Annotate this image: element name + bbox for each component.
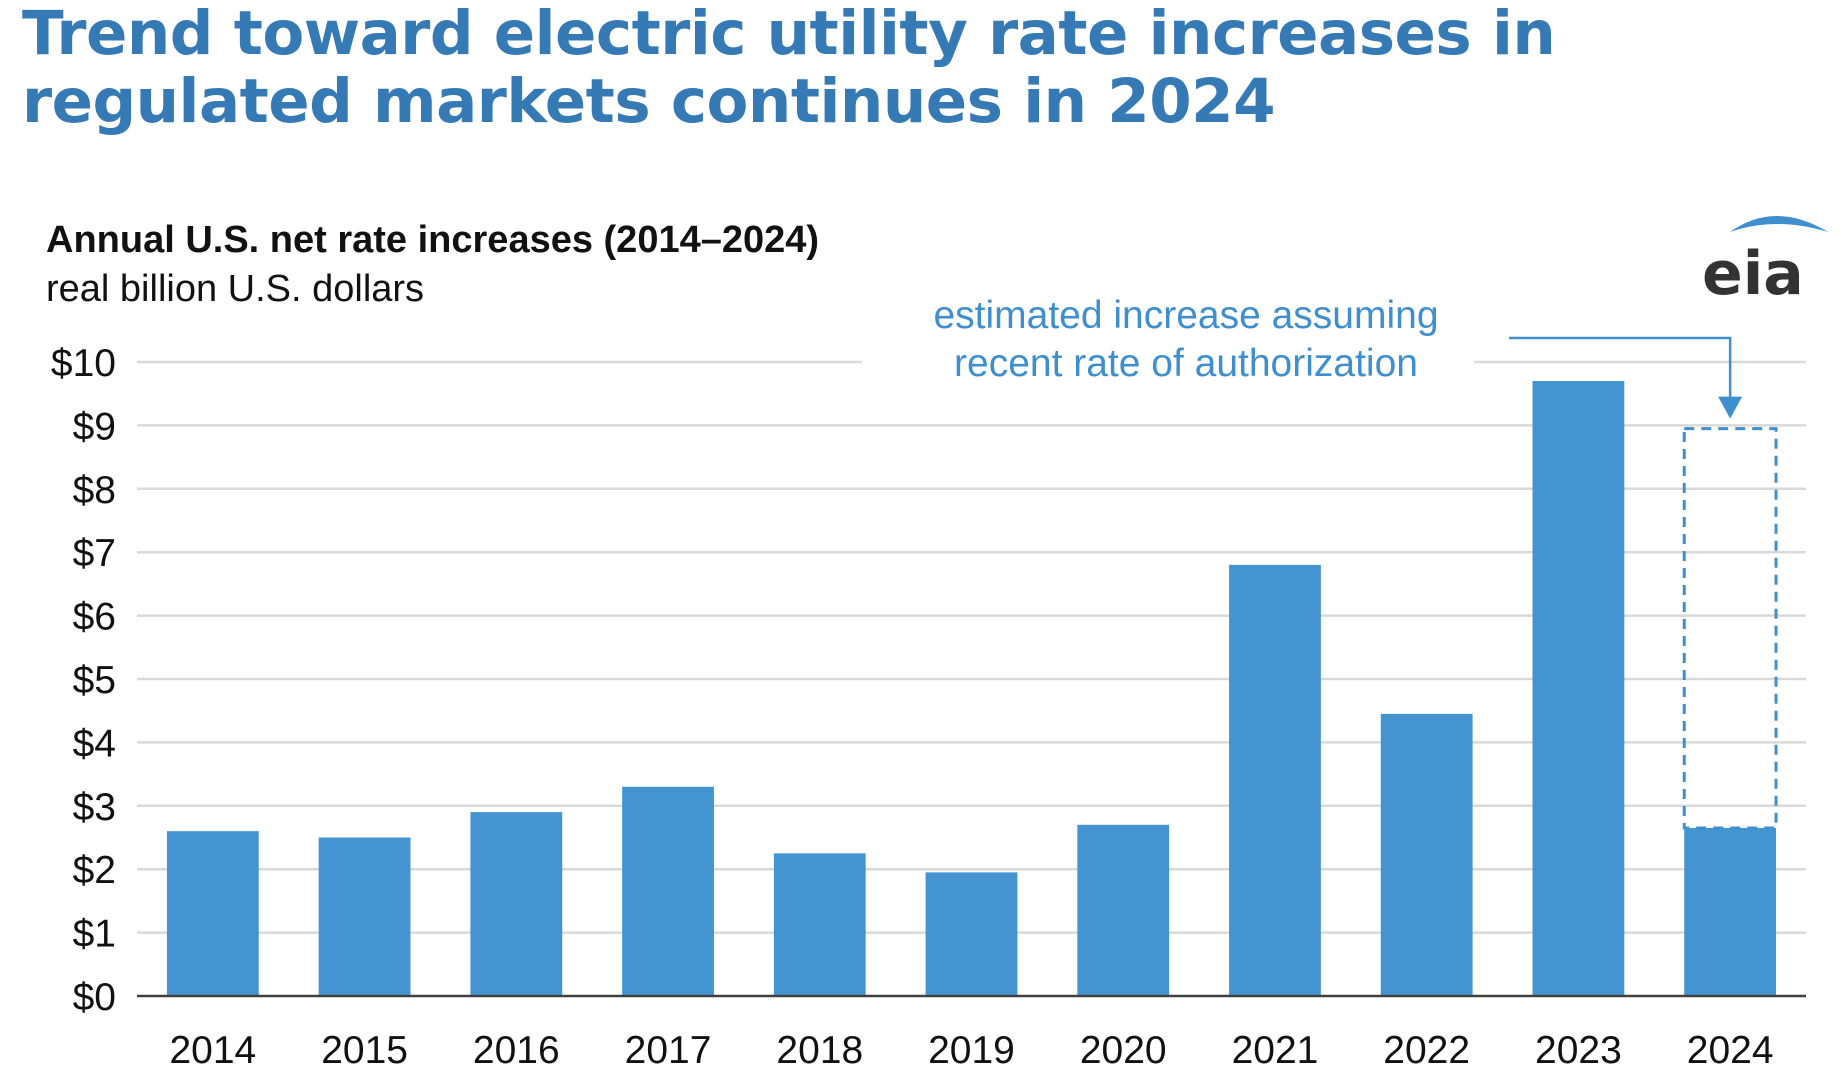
bar [318, 837, 411, 996]
logo-wordmark: eia [1702, 239, 1804, 304]
bar [925, 872, 1018, 996]
y-tick-label: $9 [73, 405, 116, 448]
bar [470, 812, 563, 996]
x-tick-label: 2023 [1535, 1029, 1622, 1072]
y-tick-label: $4 [73, 722, 116, 765]
chart-units: real billion U.S. dollars [46, 268, 425, 310]
gridlines [137, 360, 1806, 934]
x-tick-label: 2019 [928, 1029, 1015, 1072]
x-tick-label: 2022 [1383, 1029, 1470, 1072]
eia-logo-icon: eia [1702, 216, 1828, 304]
x-tick-label: 2018 [776, 1029, 863, 1072]
logo-swoosh [1730, 216, 1828, 232]
x-axis-ticks: 2014 2015 2016 2017 2018 2019 2020 2021 2022 2023… [169, 1029, 1773, 1072]
y-tick-label: $3 [73, 786, 116, 829]
x-tick-label: 2020 [1080, 1029, 1167, 1072]
y-tick-label: $10 [51, 342, 116, 385]
annotation-text-line: recent rate of authorization [954, 342, 1418, 385]
x-tick-label: 2017 [625, 1029, 712, 1072]
x-tick-label: 2021 [1232, 1029, 1319, 1072]
annotation-leader-line [1509, 336, 1732, 399]
bar [622, 786, 714, 996]
bar [1532, 381, 1625, 996]
bar [166, 831, 259, 996]
y-tick-label: $6 [73, 596, 116, 639]
y-tick-label: $1 [73, 913, 116, 956]
y-axis-ticks: $0 $1 $2 $3 $4 $5 $6 $7 $8 $9 $10 [51, 342, 116, 1019]
bar [1229, 564, 1321, 996]
annotation-background [862, 290, 1474, 390]
annotation-text-line: estimated increase assuming [933, 294, 1438, 337]
y-tick-label: $2 [73, 849, 116, 892]
bar [1380, 713, 1473, 996]
y-tick-label: $0 [73, 976, 116, 1019]
headline: Trend toward electric utility rate incre… [22, 0, 1556, 137]
estimate-bar-outline [1682, 427, 1778, 830]
x-tick-label: 2015 [321, 1029, 408, 1072]
x-tick-label: 2024 [1687, 1029, 1774, 1072]
bar [1077, 824, 1170, 996]
bar [773, 853, 866, 996]
y-tick-label: $5 [73, 659, 116, 702]
annotation-arrowhead-icon [1718, 396, 1743, 419]
x-tick-label: 2014 [169, 1029, 256, 1072]
x-tick-label: 2016 [473, 1029, 560, 1072]
y-tick-label: $8 [73, 469, 116, 512]
y-tick-label: $7 [73, 532, 116, 575]
chart-title: Annual U.S. net rate increases (2014–202… [46, 219, 820, 261]
bar [1684, 827, 1777, 996]
annotation: estimated increase assuming recent rate o… [862, 290, 1778, 830]
bars [166, 381, 1777, 996]
